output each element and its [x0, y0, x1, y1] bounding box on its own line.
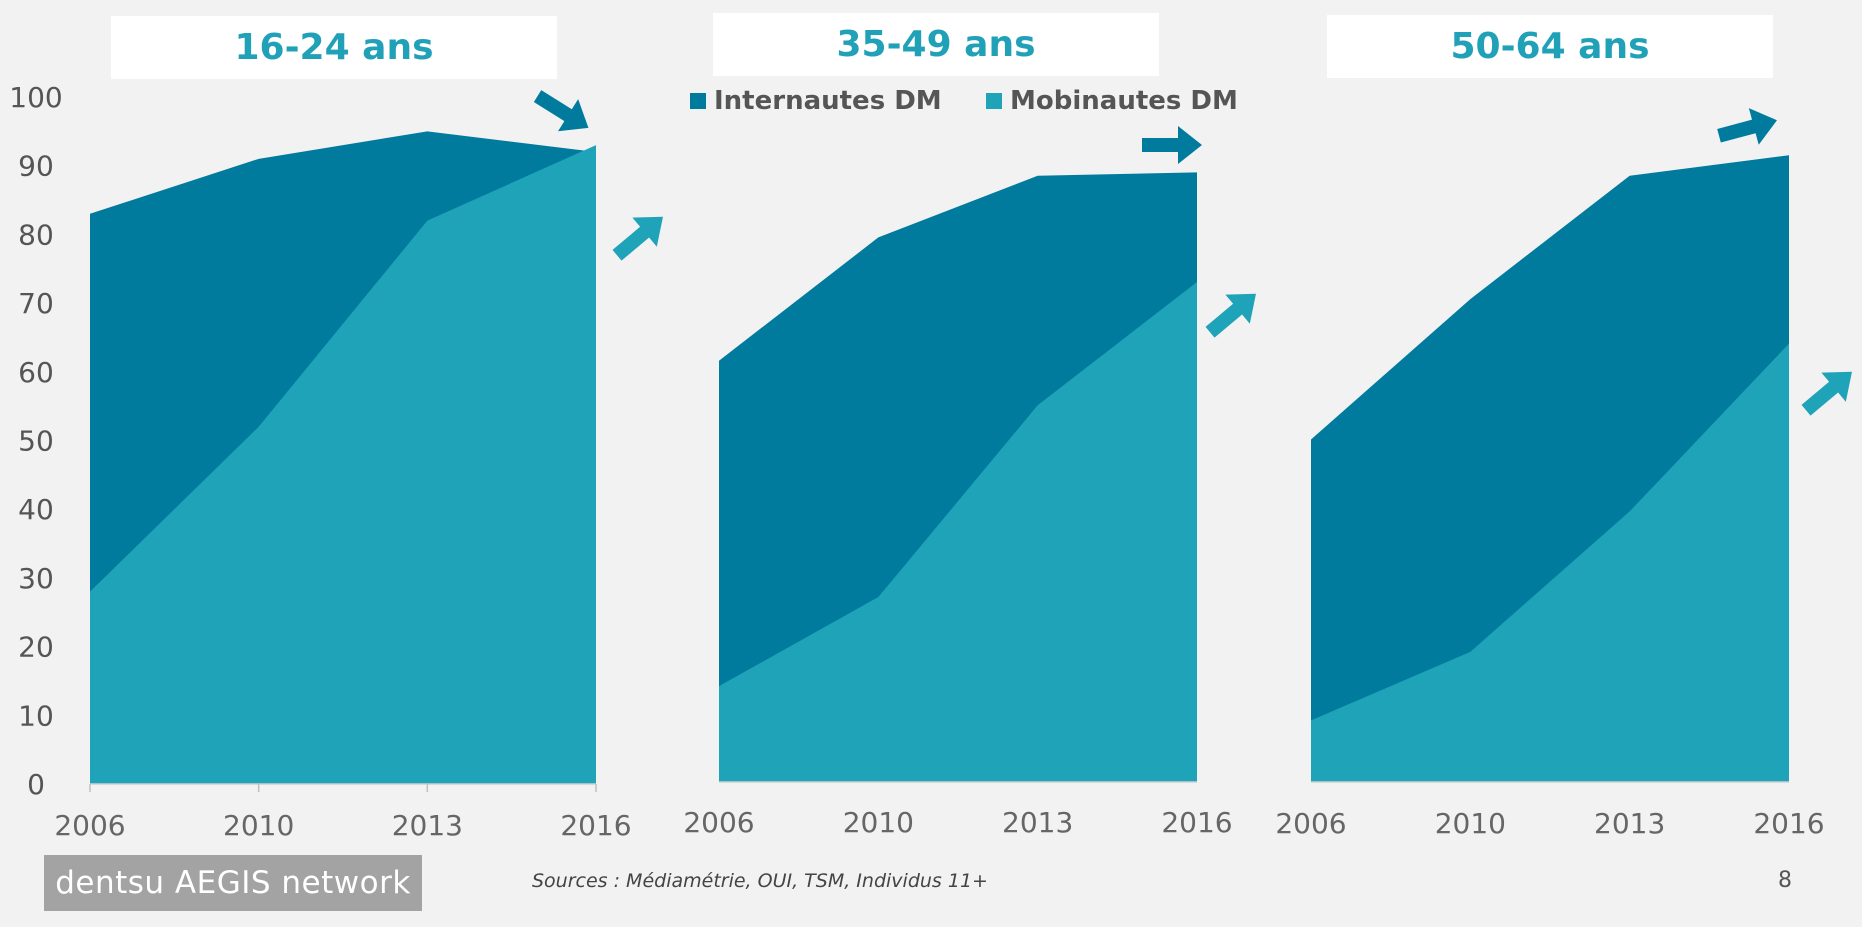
x-tick-label-1-2013: 2013 — [392, 809, 463, 842]
legend-label-mobinautes: Mobinautes DM — [1010, 86, 1238, 116]
source-note: Sources : Médiamétrie, OUI, TSM, Individ… — [532, 870, 988, 892]
x-tick-label-3-2010: 2010 — [1435, 807, 1506, 840]
y-tick-label-10: 10 — [18, 699, 54, 732]
y-tick-label-30: 30 — [18, 562, 54, 595]
legend-swatch-internautes — [690, 93, 706, 109]
page-number: 8 — [1778, 868, 1792, 893]
trend-arrow-internautes-panel-3 — [1717, 108, 1777, 145]
y-tick-label-0: 0 — [27, 768, 45, 801]
y-tick-label-90: 90 — [18, 150, 54, 183]
y-tick-label-100: 100 — [9, 81, 62, 114]
x-tick-label-3-2006: 2006 — [1275, 807, 1346, 840]
x-tick-label-2-2010: 2010 — [843, 806, 914, 839]
trend-arrow-internautes-panel-2 — [1142, 126, 1202, 164]
trend-arrow-mobinautes-panel-3 — [1801, 371, 1852, 416]
y-tick-label-80: 80 — [18, 218, 54, 251]
x-tick-label-3-2016: 2016 — [1753, 807, 1824, 840]
x-tick-label-2-2006: 2006 — [683, 806, 754, 839]
area-mobinautes-panel-3 — [1311, 343, 1789, 782]
x-tick-label-3-2013: 2013 — [1594, 807, 1665, 840]
y-tick-label-70: 70 — [18, 287, 54, 320]
x-tick-label-2-2013: 2013 — [1002, 806, 1073, 839]
x-tick-label-1-2006: 2006 — [54, 809, 125, 842]
legend-label-internautes: Internautes DM — [714, 86, 942, 116]
panel-title-50-64: 50-64 ans — [1327, 15, 1773, 78]
area-mobinautes-panel-2 — [719, 281, 1197, 782]
y-tick-label-40: 40 — [18, 493, 54, 526]
trend-arrow-internautes-panel-1 — [533, 90, 589, 132]
trend-arrow-mobinautes-panel-2 — [1205, 293, 1256, 338]
y-tick-label-60: 60 — [18, 356, 54, 389]
panel-title-35-49: 35-49 ans — [713, 13, 1159, 76]
y-tick-label-50: 50 — [18, 425, 54, 458]
area-mobinautes-panel-1 — [90, 145, 596, 785]
y-tick-label-20: 20 — [18, 631, 54, 664]
panel-title-16-24: 16-24 ans — [111, 16, 557, 79]
legend-internautes: Internautes DM — [690, 86, 942, 116]
dentsu-aegis-logo: dentsu AEGIS network — [44, 855, 422, 911]
legend-mobinautes: Mobinautes DM — [986, 86, 1238, 116]
trend-arrow-mobinautes-panel-1 — [612, 216, 663, 261]
x-tick-label-2-2016: 2016 — [1161, 806, 1232, 839]
x-tick-label-1-2010: 2010 — [223, 809, 294, 842]
x-tick-label-1-2016: 2016 — [560, 809, 631, 842]
legend-swatch-mobinautes — [986, 93, 1002, 109]
